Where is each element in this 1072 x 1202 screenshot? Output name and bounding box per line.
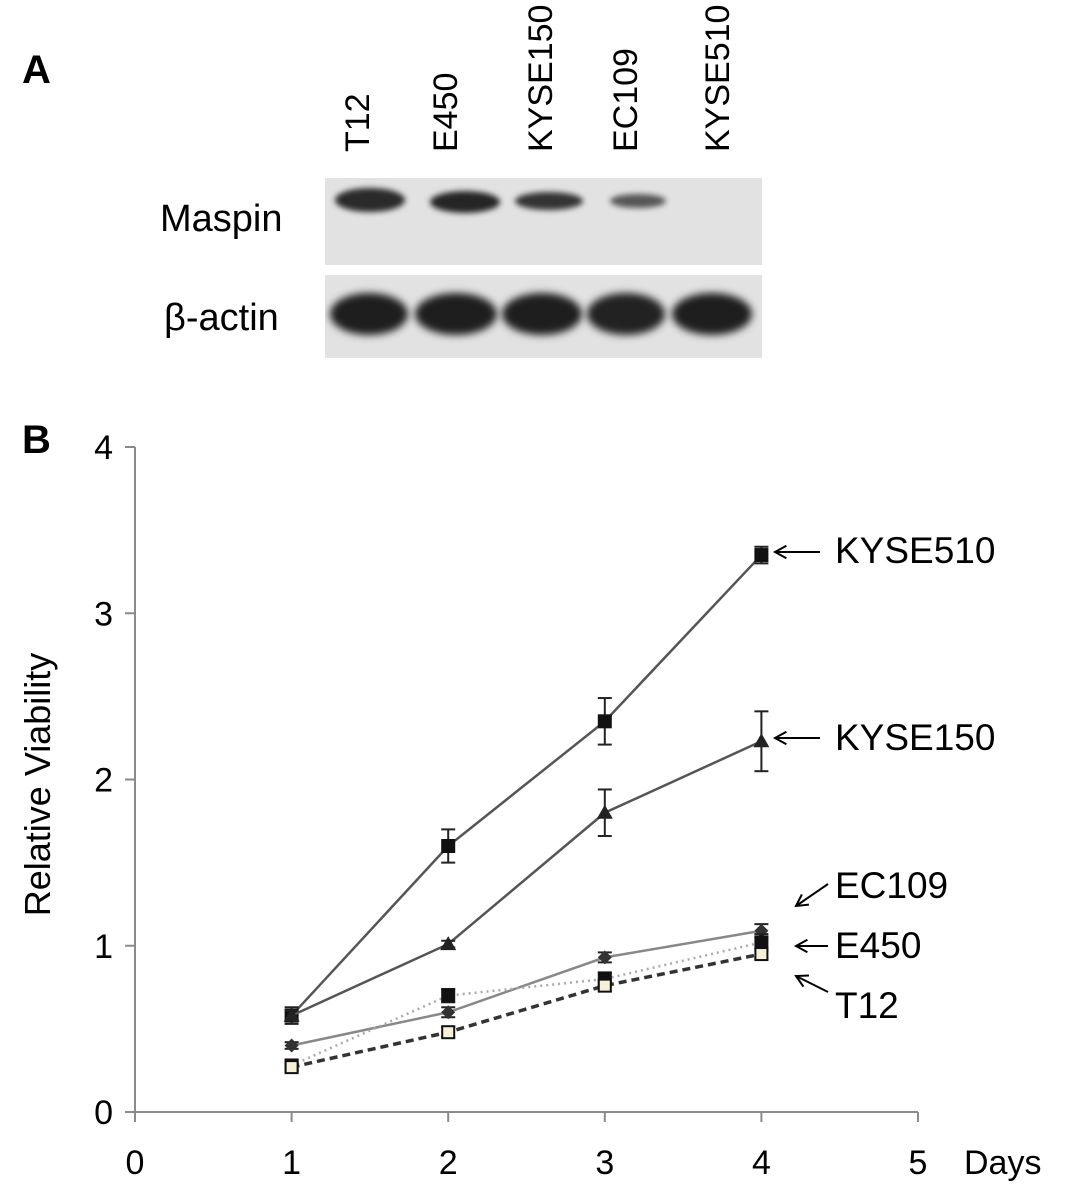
chart-axes: 0 1 2 3 4 0 1 2 3 4 5 Days Relative Viability	[17, 429, 1041, 1182]
annotation-label: KYSE150	[835, 717, 995, 758]
actin-band	[330, 293, 408, 335]
y-tick-label: 4	[94, 429, 113, 467]
row-label-beta-actin: β-actin	[164, 297, 279, 339]
actin-band	[415, 293, 497, 335]
data-point	[284, 1038, 299, 1053]
annotation-arrowhead	[772, 730, 787, 746]
y-tick-label: 3	[94, 595, 113, 633]
actin-band	[502, 293, 582, 335]
data-point	[284, 1060, 299, 1075]
annotation-arrowhead	[794, 893, 810, 908]
x-tick-label: 2	[439, 1144, 458, 1182]
maspin-blot	[325, 178, 762, 265]
annotation-label: KYSE510	[835, 530, 995, 571]
series-line	[291, 952, 762, 1069]
y-tick-label: 0	[94, 1094, 113, 1132]
data-point	[441, 1025, 456, 1040]
annotation-arrowhead	[793, 938, 808, 954]
actin-band	[587, 293, 665, 335]
annotation-label: T12	[835, 985, 899, 1026]
x-tick-label: 3	[595, 1144, 614, 1182]
maspin-band	[335, 188, 405, 212]
data-point	[753, 733, 770, 748]
maspin-band	[430, 191, 500, 213]
annotation-arrowhead	[772, 544, 787, 560]
panel-a-letter: A	[22, 48, 51, 92]
data-point	[597, 714, 612, 729]
data-point	[283, 1007, 300, 1022]
annotation-arrow	[795, 883, 829, 907]
annotation-arrowhead	[794, 974, 810, 988]
data-point	[754, 947, 769, 962]
maspin-band	[610, 194, 666, 208]
beta-actin-blot	[325, 275, 762, 358]
data-point	[440, 936, 457, 951]
chart-annotations: KYSE510 KYSE150 EC109 E450 T12	[772, 530, 995, 1026]
data-point	[754, 935, 769, 950]
series-line	[291, 740, 762, 1017]
data-point	[441, 839, 456, 853]
series-line	[290, 554, 763, 1017]
y-axis-title: Relative Viability	[17, 653, 58, 916]
chart-series	[283, 545, 770, 1075]
x-tick-label: 0	[126, 1144, 145, 1182]
series-line	[291, 929, 762, 1047]
data-point	[441, 988, 456, 1003]
x-axis-title: Days	[964, 1144, 1041, 1182]
annotation-arrow	[795, 975, 829, 993]
actin-band	[672, 293, 752, 335]
data-point	[597, 978, 612, 993]
x-tick-label: 5	[909, 1144, 928, 1182]
data-point	[596, 804, 613, 819]
y-tick-label: 2	[94, 762, 113, 800]
maspin-band	[515, 192, 583, 210]
annotation-label: E450	[835, 925, 921, 966]
x-tick-label: 1	[282, 1144, 301, 1182]
row-label-maspin: Maspin	[160, 198, 283, 240]
data-point	[441, 1005, 456, 1020]
data-point	[754, 548, 769, 563]
y-tick-label: 1	[94, 928, 113, 966]
series-line	[291, 941, 762, 1067]
annotation-label: EC109	[835, 865, 948, 906]
data-point	[597, 950, 612, 965]
panel-b-letter: B	[22, 418, 51, 462]
x-tick-label: 4	[752, 1144, 771, 1182]
